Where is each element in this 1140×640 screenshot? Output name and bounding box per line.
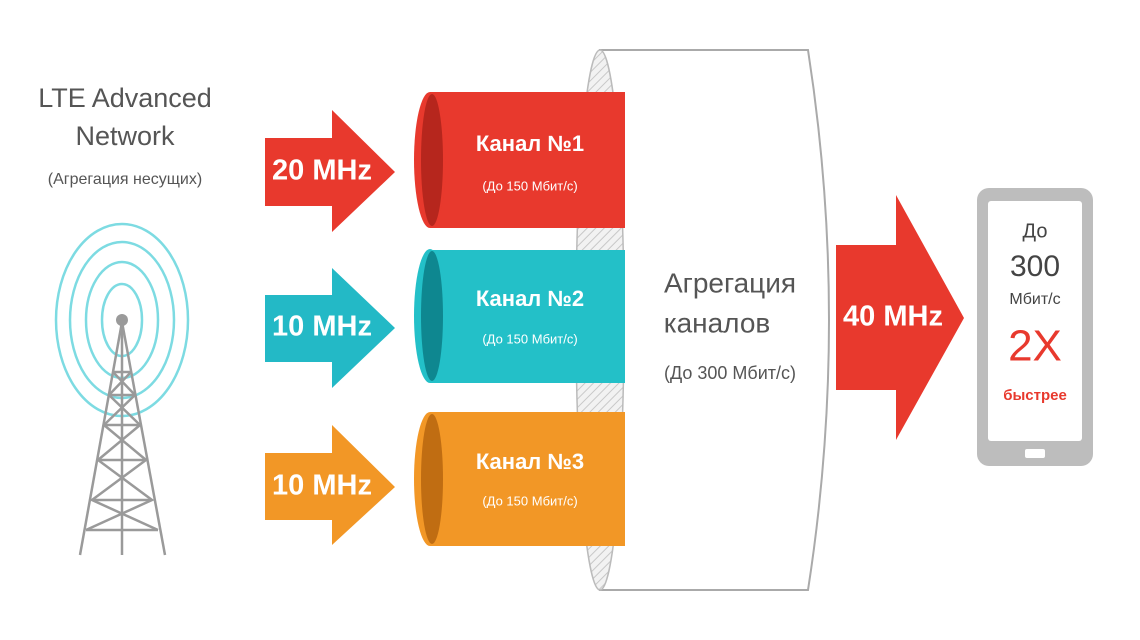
channel-speed: (До 150 Мбит/с) <box>482 331 577 346</box>
phone-caption: быстрее <box>1003 387 1067 404</box>
channel-speed: (До 150 Мбит/с) <box>482 493 577 508</box>
bandwidth-label: 20 MHz <box>272 155 372 187</box>
aggregation-speed: (До 300 Мбит/с) <box>664 363 796 383</box>
bandwidth-label: 10 MHz <box>272 311 372 343</box>
bandwidth-label: 10 MHz <box>272 470 372 502</box>
input-arrow <box>265 110 395 232</box>
channel-speed: (До 150 Мбит/с) <box>482 178 577 193</box>
channel-cylinder <box>430 412 625 546</box>
tower <box>78 321 167 556</box>
phone-speed: 300 <box>1010 250 1060 283</box>
aggregation-title: Агрегация <box>664 267 796 298</box>
input-arrow <box>265 425 395 545</box>
channel-name: Канал №2 <box>476 286 584 311</box>
channel-name: Канал №1 <box>476 131 584 156</box>
channel-face <box>421 94 443 226</box>
input-arrow <box>265 268 395 388</box>
channel-face <box>421 414 443 544</box>
channel-cylinder <box>430 92 625 228</box>
channel-cylinder <box>430 250 625 383</box>
channel-name: Канал №3 <box>476 449 584 474</box>
aggregation-cylinder <box>599 49 830 591</box>
output-bandwidth: 40 MHz <box>843 301 943 333</box>
output-arrow <box>836 195 964 440</box>
antenna <box>116 314 128 326</box>
network-subtitle: (Агрегация несущих) <box>48 171 202 188</box>
phone-button <box>1025 449 1045 458</box>
network-title: LTE Advanced <box>38 83 212 113</box>
phone-factor: 2X <box>1008 322 1062 371</box>
network-title: Network <box>75 121 175 151</box>
phone-screen <box>988 201 1082 441</box>
channel-face <box>421 251 443 381</box>
phone-prefix: До <box>1023 220 1048 242</box>
aggregation-title: каналов <box>664 307 771 338</box>
phone-unit: Мбит/с <box>1009 291 1060 308</box>
